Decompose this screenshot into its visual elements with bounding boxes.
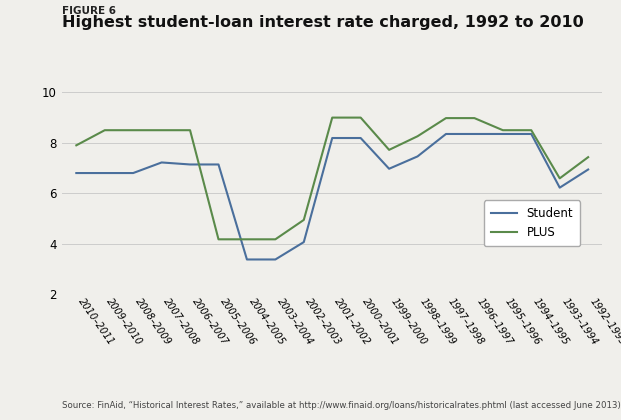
Student [271, 257, 279, 262]
Student [101, 171, 109, 176]
PLUS [386, 147, 393, 152]
Text: Highest student-loan interest rate charged, 1992 to 2010: Highest student-loan interest rate charg… [62, 15, 584, 30]
Student [471, 131, 478, 136]
PLUS [528, 128, 535, 133]
Student [556, 185, 563, 190]
PLUS [414, 134, 421, 139]
Student [158, 160, 165, 165]
Student [386, 166, 393, 171]
Student [528, 131, 535, 136]
PLUS [556, 176, 563, 181]
PLUS [584, 155, 592, 160]
PLUS [442, 116, 450, 121]
Line: Student: Student [76, 134, 588, 260]
Student [499, 131, 507, 136]
Student [584, 167, 592, 172]
Text: Source: FinAid, “Historical Interest Rates,” available at http://www.finaid.org/: Source: FinAid, “Historical Interest Rat… [62, 401, 621, 410]
Text: FIGURE 6: FIGURE 6 [62, 6, 116, 16]
Student [243, 257, 251, 262]
Student [357, 136, 365, 141]
Student [329, 136, 336, 141]
PLUS [243, 237, 251, 242]
PLUS [499, 128, 507, 133]
PLUS [186, 128, 194, 133]
Student [442, 131, 450, 136]
Student [186, 162, 194, 167]
PLUS [271, 237, 279, 242]
Line: PLUS: PLUS [76, 118, 588, 239]
Student [414, 154, 421, 159]
Student [73, 171, 80, 176]
Legend: Student, PLUS: Student, PLUS [484, 200, 580, 247]
PLUS [158, 128, 165, 133]
Student [129, 171, 137, 176]
PLUS [357, 115, 365, 120]
PLUS [329, 115, 336, 120]
Student [215, 162, 222, 167]
PLUS [471, 116, 478, 121]
PLUS [300, 218, 307, 223]
Student [300, 239, 307, 244]
PLUS [129, 128, 137, 133]
PLUS [215, 237, 222, 242]
PLUS [101, 128, 109, 133]
PLUS [73, 143, 80, 148]
